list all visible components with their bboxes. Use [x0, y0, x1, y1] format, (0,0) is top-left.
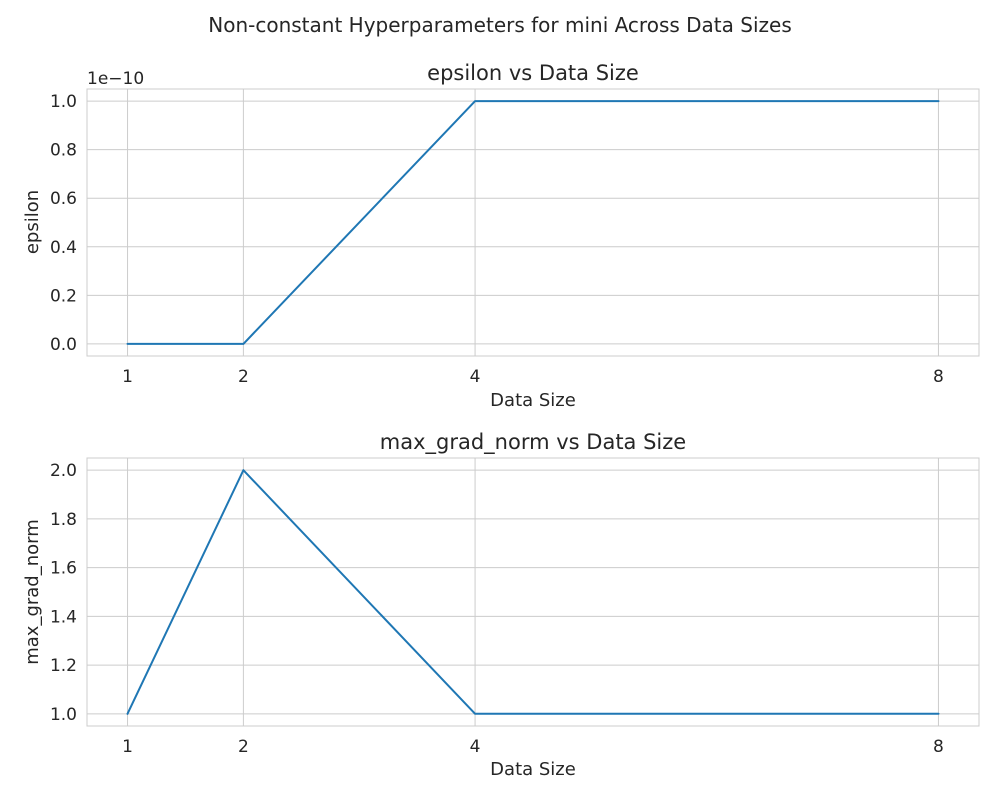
x-axis-label: Data Size [490, 390, 576, 411]
y-tick-label: 1.0 [50, 705, 77, 725]
x-tick-label: 1 [122, 737, 133, 757]
y-tick-label: 0.2 [50, 286, 77, 306]
y-tick-label: 0.4 [50, 238, 77, 258]
y-tick-label: 1.4 [50, 607, 77, 627]
y-axis-label: epsilon [22, 190, 43, 254]
y-tick-label: 1.8 [50, 510, 77, 530]
y-tick-label: 1.6 [50, 559, 77, 579]
y-axis-label: max_grad_norm [22, 519, 43, 665]
y-tick-label: 2.0 [50, 461, 77, 481]
subplot-max-grad-norm: 1 2 4 8 1.0 1.2 1.4 1.6 1.8 2.0 max_grad_norm vs … [22, 430, 980, 780]
subplot-epsilon: 1 2 4 8 0.0 0.2 0.4 0.6 0.8 1.0 epsilon vs Data S… [22, 61, 980, 411]
y-axis-offset-label: 1e−10 [87, 69, 144, 89]
plot-area-frame [86, 457, 980, 727]
subplot-title: epsilon vs Data Size [427, 61, 639, 85]
figure-suptitle: Non-constant Hyperparameters for mini Ac… [208, 13, 791, 37]
x-tick-label: 8 [933, 367, 944, 387]
y-tick-label: 0.0 [50, 335, 77, 355]
x-tick-label: 4 [470, 737, 481, 757]
subplot-title: max_grad_norm vs Data Size [380, 430, 686, 455]
x-tick-label: 4 [470, 367, 481, 387]
series-line [126, 100, 940, 345]
x-tick-label: 2 [238, 737, 249, 757]
x-tick-label: 8 [933, 737, 944, 757]
plot-area-frame [86, 88, 980, 357]
y-tick-label: 0.6 [50, 189, 77, 209]
y-tick-label: 0.8 [50, 141, 77, 161]
x-tick-label: 1 [122, 367, 133, 387]
series-line [126, 469, 940, 715]
y-tick-label: 1.2 [50, 656, 77, 676]
x-axis-label: Data Size [490, 759, 576, 780]
x-tick-label: 2 [238, 367, 249, 387]
y-tick-label: 1.0 [50, 92, 77, 112]
